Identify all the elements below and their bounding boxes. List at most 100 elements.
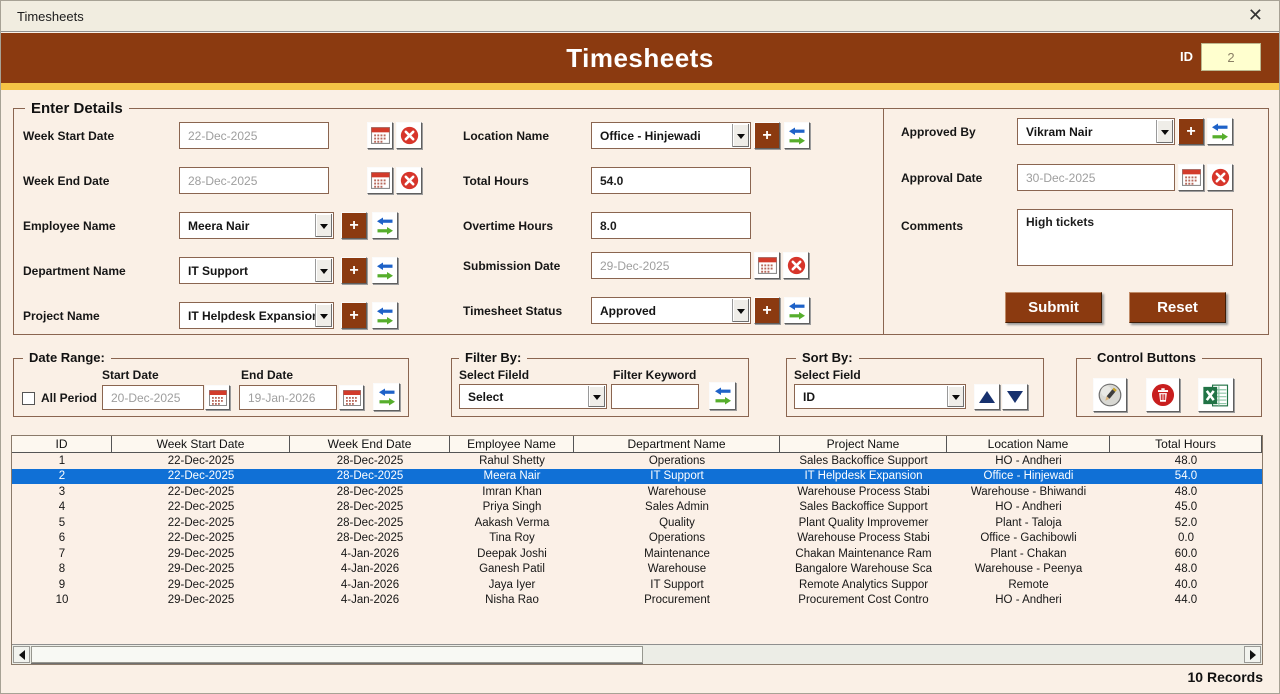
timesheet-status-add-button[interactable]: + xyxy=(754,297,780,324)
table-cell: Quality xyxy=(659,516,695,529)
chevron-down-icon[interactable] xyxy=(732,299,749,322)
submission-clear-button[interactable] xyxy=(783,252,809,279)
timesheet-status-combobox[interactable]: Approved xyxy=(591,297,751,324)
id-field[interactable]: 2 xyxy=(1201,43,1261,71)
table-row[interactable]: 8 29-Dec-2025 4-Jan-2026 Ganesh Patil Wareho… xyxy=(12,562,1262,578)
scrollbar-thumb[interactable] xyxy=(31,646,643,663)
week-end-input[interactable] xyxy=(179,167,329,194)
table-cell: Warehouse xyxy=(647,563,707,576)
week-start-clear-button[interactable] xyxy=(396,122,422,149)
sort-field-combobox[interactable]: ID xyxy=(794,384,966,409)
calendar-icon xyxy=(758,257,777,274)
department-add-button[interactable]: + xyxy=(341,257,367,284)
table-row[interactable]: 5 22-Dec-2025 28-Dec-2025 Aakash Verma Quali… xyxy=(12,515,1262,531)
project-add-button[interactable]: + xyxy=(341,302,367,329)
filter-field-value: Select xyxy=(468,389,504,404)
approval-date-input[interactable] xyxy=(1017,164,1175,191)
week-start-input[interactable] xyxy=(179,122,329,149)
submission-calendar-button[interactable] xyxy=(754,252,780,279)
table-cell: Jaya Iyer xyxy=(488,578,536,591)
date-range-sync-button[interactable] xyxy=(373,383,400,411)
table-cell: 0.0 xyxy=(1178,532,1194,545)
column-header[interactable]: Employee Name xyxy=(450,436,574,452)
approved-by-combobox[interactable]: Vikram Nair xyxy=(1017,118,1175,145)
table-row[interactable]: 10 29-Dec-2025 4-Jan-2026 Nisha Rao Procurem… xyxy=(12,593,1262,609)
chevron-down-icon[interactable] xyxy=(315,259,332,282)
table-row[interactable]: 4 22-Dec-2025 28-Dec-2025 Priya Singh Sales … xyxy=(12,500,1262,516)
export-excel-button[interactable] xyxy=(1198,378,1234,412)
scroll-left-button[interactable] xyxy=(13,646,30,663)
column-header[interactable]: Total Hours xyxy=(1110,436,1262,452)
week-end-calendar-button[interactable] xyxy=(367,167,393,194)
table-cell: Sales Backoffice Support xyxy=(799,454,928,467)
end-date-calendar-button[interactable] xyxy=(339,385,364,410)
chevron-down-icon[interactable] xyxy=(732,124,749,147)
approved-by-sync-button[interactable] xyxy=(1207,118,1233,145)
table-cell: 10 xyxy=(55,594,69,607)
reset-button[interactable]: Reset xyxy=(1129,292,1226,323)
delete-button[interactable] xyxy=(1146,378,1180,412)
column-header[interactable]: Project Name xyxy=(780,436,947,452)
column-header[interactable]: Week Start Date xyxy=(112,436,290,452)
overtime-hours-input[interactable] xyxy=(591,212,751,239)
chevron-down-icon[interactable] xyxy=(1156,120,1173,143)
column-header[interactable]: ID xyxy=(12,436,112,452)
column-header[interactable]: Department Name xyxy=(574,436,780,452)
chevron-down-icon[interactable] xyxy=(588,386,605,407)
table-row[interactable]: 1 22-Dec-2025 28-Dec-2025 Rahul Shetty Opera… xyxy=(12,453,1262,469)
table-row[interactable]: 6 22-Dec-2025 28-Dec-2025 Tina Roy Operation… xyxy=(12,531,1262,547)
table-cell: 28-Dec-2025 xyxy=(336,454,404,467)
week-end-clear-button[interactable] xyxy=(396,167,422,194)
scroll-right-button[interactable] xyxy=(1244,646,1261,663)
department-combobox[interactable]: IT Support xyxy=(179,257,334,284)
end-date-input[interactable] xyxy=(239,385,337,410)
chevron-down-icon[interactable] xyxy=(315,214,332,237)
table-cell: Rahul Shetty xyxy=(479,454,545,467)
filter-field-combobox[interactable]: Select xyxy=(459,384,607,409)
location-combobox[interactable]: Office - Hinjewadi xyxy=(591,122,751,149)
table-cell: Procurement Cost Contro xyxy=(798,594,929,607)
table-row[interactable]: 3 22-Dec-2025 28-Dec-2025 Imran Khan Warehou… xyxy=(12,484,1262,500)
location-sync-button[interactable] xyxy=(784,122,810,149)
project-combobox[interactable]: IT Helpdesk Expansion xyxy=(179,302,334,329)
filter-sync-button[interactable] xyxy=(709,382,736,410)
week-start-label: Week Start Date xyxy=(23,129,115,143)
week-start-calendar-button[interactable] xyxy=(367,122,393,149)
id-label: ID xyxy=(1180,49,1193,64)
approval-clear-button[interactable] xyxy=(1207,164,1233,191)
close-icon[interactable]: ✕ xyxy=(1247,5,1263,25)
approved-by-add-button[interactable]: + xyxy=(1178,118,1204,145)
filter-by-legend: Filter By: xyxy=(459,350,528,365)
department-sync-button[interactable] xyxy=(372,257,398,284)
employee-sync-button[interactable] xyxy=(372,212,398,239)
filter-keyword-input[interactable] xyxy=(611,384,699,409)
table-cell: 22-Dec-2025 xyxy=(167,470,235,483)
start-date-calendar-button[interactable] xyxy=(205,385,230,410)
column-header[interactable]: Location Name xyxy=(947,436,1110,452)
sort-descending-button[interactable] xyxy=(1002,384,1028,410)
table-cell: Sales Backoffice Support xyxy=(799,501,928,514)
arrow-left-icon xyxy=(18,649,25,660)
comments-textarea[interactable]: High tickets xyxy=(1017,209,1233,266)
table-row[interactable]: 7 29-Dec-2025 4-Jan-2026 Deepak Joshi Mainte… xyxy=(12,546,1262,562)
location-add-button[interactable]: + xyxy=(754,122,780,149)
timesheet-status-sync-button[interactable] xyxy=(784,297,810,324)
submit-button[interactable]: Submit xyxy=(1005,292,1102,323)
horizontal-scrollbar[interactable] xyxy=(12,644,1262,664)
sort-ascending-button[interactable] xyxy=(974,384,1000,410)
table-cell: 22-Dec-2025 xyxy=(167,532,235,545)
approval-calendar-button[interactable] xyxy=(1178,164,1204,191)
start-date-input[interactable] xyxy=(102,385,204,410)
column-header[interactable]: Week End Date xyxy=(290,436,450,452)
chevron-down-icon[interactable] xyxy=(315,304,332,327)
all-period-checkbox[interactable] xyxy=(22,392,35,405)
table-row[interactable]: 9 29-Dec-2025 4-Jan-2026 Jaya Iyer IT Suppor… xyxy=(12,577,1262,593)
edit-button[interactable] xyxy=(1093,378,1127,412)
total-hours-input[interactable] xyxy=(591,167,751,194)
project-sync-button[interactable] xyxy=(372,302,398,329)
chevron-down-icon[interactable] xyxy=(947,386,964,407)
submission-date-input[interactable] xyxy=(591,252,751,279)
employee-add-button[interactable]: + xyxy=(341,212,367,239)
table-row[interactable]: 2 22-Dec-2025 28-Dec-2025 Meera Nair IT Supp… xyxy=(12,468,1262,484)
employee-combobox[interactable]: Meera Nair xyxy=(179,212,334,239)
